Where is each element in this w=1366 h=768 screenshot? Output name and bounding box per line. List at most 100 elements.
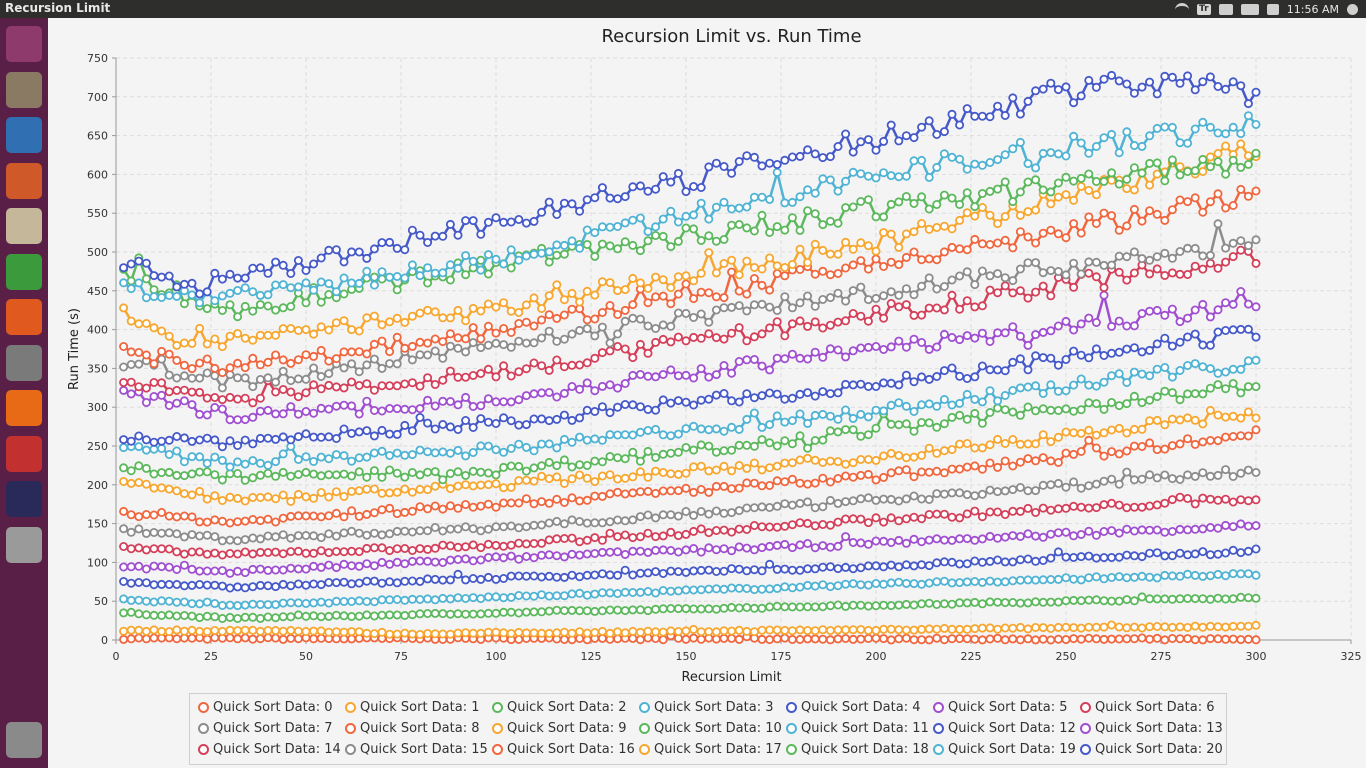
legend-entry[interactable]: Quick Sort Data: 12 [933,721,1076,736]
data-point [491,540,501,550]
data-point [248,335,258,345]
volume-icon[interactable] [1266,3,1279,15]
data-point [643,283,653,293]
data-point [240,333,250,343]
y-tick-label: 50 [94,595,108,608]
clock[interactable]: 11:56 AM [1286,2,1339,16]
data-point [1251,186,1261,196]
legend-entry[interactable]: Quick Sort Data: 4 [786,700,921,715]
intellij-icon[interactable] [6,481,42,517]
data-point [1145,622,1155,632]
ubuntu-dash-icon[interactable] [6,26,42,62]
data-point [620,285,630,295]
legend-entry[interactable]: Quick Sort Data: 11 [786,721,929,736]
keyboard-layout-indicator[interactable]: Tr [1196,3,1211,15]
trash-icon[interactable] [6,722,42,758]
data-point [863,518,873,528]
legend-entry[interactable]: Quick Sort Data: 15 [345,742,488,757]
legend-entry[interactable]: Quick Sort Data: 20 [1080,742,1223,757]
legend-entry[interactable]: Quick Sort Data: 14 [198,742,341,757]
data-point [119,542,129,552]
data-point [521,552,531,562]
data-point [1122,446,1132,456]
data-point [377,267,387,277]
firefox-icon[interactable] [6,390,42,426]
data-point [962,104,972,114]
data-point [400,526,410,536]
writer-icon[interactable] [6,117,42,153]
data-point [1084,481,1094,491]
data-point [1205,364,1215,374]
legend-entry[interactable]: Quick Sort Data: 1 [345,700,480,715]
settings-icon[interactable] [6,344,42,381]
legend-entry[interactable]: Quick Sort Data: 13 [1080,721,1223,736]
data-point [681,187,691,197]
files-icon[interactable] [6,71,42,108]
data-point [126,359,136,369]
data-point [164,562,174,572]
legend-entry[interactable]: Quick Sort Data: 10 [639,721,782,736]
data-point [491,338,501,348]
data-point [1145,180,1155,190]
data-point [575,413,585,423]
data-point [529,414,539,424]
data-point [620,628,630,638]
data-point [119,634,129,644]
data-point [1023,232,1033,242]
data-point [985,597,995,607]
data-point [689,210,699,220]
y-tick-label: 300 [87,401,108,414]
data-point [620,489,630,499]
data-point [575,432,585,442]
software-center-icon[interactable] [6,299,42,335]
legend-entry[interactable]: Quick Sort Data: 17 [639,742,782,757]
legend-entry[interactable]: Quick Sort Data: 18 [786,742,929,757]
data-point [347,634,357,644]
data-point [1084,526,1094,536]
data-point [1114,572,1124,582]
data-point [932,222,942,232]
legend-entry[interactable]: Quick Sort Data: 19 [933,742,1076,757]
data-point [742,355,752,365]
data-point [1076,405,1086,415]
data-point [1015,210,1025,220]
legend-entry[interactable]: Quick Sort Data: 2 [492,700,627,715]
data-point [719,461,729,471]
data-point [734,397,744,407]
data-point [293,409,303,419]
data-point [666,337,676,347]
data-point [1243,382,1253,392]
data-point [856,196,866,206]
data-point [590,456,600,466]
amazon-icon[interactable] [6,208,42,244]
data-point [749,332,759,342]
data-point [476,401,486,411]
data-point [1137,398,1147,408]
legend-entry[interactable]: Quick Sort Data: 5 [933,700,1068,715]
legend-entry[interactable]: Quick Sort Data: 16 [492,742,635,757]
legend-entry[interactable]: Quick Sort Data: 7 [198,721,333,736]
data-point [818,245,828,255]
data-point [886,171,896,181]
data-point [1084,169,1094,179]
legend-entry[interactable]: Quick Sort Data: 3 [639,700,774,715]
wifi-icon[interactable] [1174,2,1189,16]
data-point [734,270,744,280]
gear-icon[interactable] [1347,3,1358,15]
impress-icon[interactable] [6,162,42,199]
data-point [977,328,987,338]
legend-entry[interactable]: Quick Sort Data: 8 [345,721,480,736]
legend-entry[interactable]: Quick Sort Data: 6 [1080,700,1215,715]
disk-usage-icon[interactable] [6,435,42,472]
data-point [521,466,531,476]
data-point [841,405,851,415]
help-icon[interactable] [6,526,42,563]
data-point [894,600,904,610]
legend-entry[interactable]: Quick Sort Data: 9 [492,721,627,736]
mail-icon[interactable] [1218,3,1233,15]
data-point [1129,596,1139,606]
battery-icon[interactable] [1240,3,1259,15]
calc-icon[interactable] [6,253,42,290]
data-point [605,193,615,203]
legend-entry[interactable]: Quick Sort Data: 0 [198,700,333,715]
